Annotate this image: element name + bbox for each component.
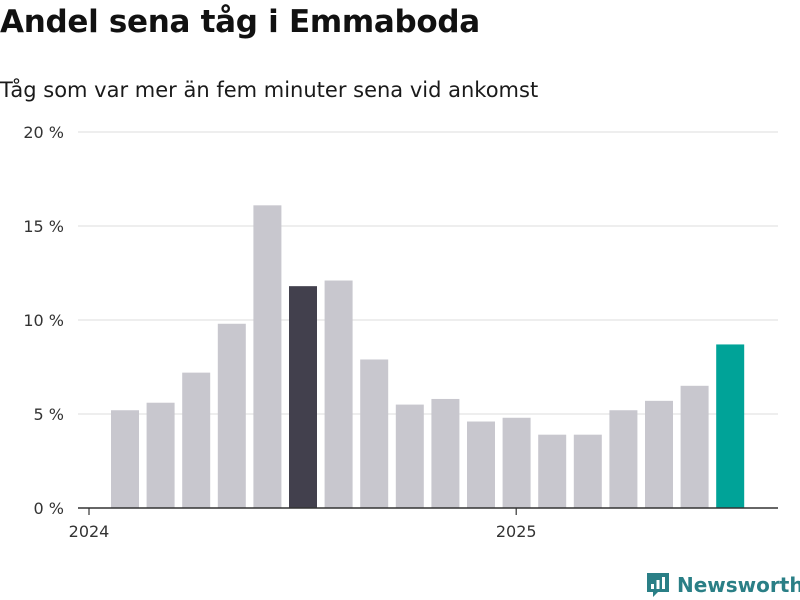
x-tick-label: 2024: [69, 522, 110, 541]
bar-2025-01: [538, 434, 567, 508]
bar-2025-06: [716, 344, 745, 508]
brand-name: Newsworthy: [677, 573, 800, 597]
newsworthy-logo-icon: [647, 573, 669, 597]
bar-2024-01: [111, 410, 139, 508]
y-tick-label: 10 %: [23, 311, 64, 330]
bar-chart: 0 % 5 % 10 % 15 % 20 % 2024 2025: [23, 123, 778, 541]
bars: [111, 205, 745, 508]
gridlines: [78, 131, 778, 415]
bar-2024-04: [217, 323, 246, 508]
bar-2025-05: [680, 385, 709, 508]
y-tick-label: 5 %: [34, 405, 64, 424]
brand-logo: Newsworthy: [645, 570, 800, 600]
chart-title: Andel sena tåg i Emmaboda: [0, 4, 480, 40]
bar-2025-04: [645, 400, 673, 508]
bar-2024-07: [324, 280, 353, 508]
y-tick-label: 0 %: [34, 499, 64, 518]
bar-2024-09: [395, 404, 424, 508]
x-tick-label: 2025: [496, 522, 537, 541]
bar-2024-03: [182, 372, 211, 508]
y-tick-label: 20 %: [23, 123, 64, 142]
bar-2025-02: [573, 434, 602, 508]
chart-subtitle: Tåg som var mer än fem minuter sena vid …: [0, 78, 539, 102]
bar-2024-06: [289, 286, 317, 508]
bar-2024-02: [146, 402, 175, 508]
bar-2024-11: [467, 421, 495, 508]
bar-2024-05: [253, 205, 282, 508]
y-tick-label: 15 %: [23, 217, 64, 236]
bar-2024-10: [431, 398, 460, 508]
bar-2024-08: [360, 359, 389, 508]
bar-2024-12: [502, 417, 531, 508]
x-axis: [78, 507, 778, 515]
bar-2025-03: [609, 410, 638, 508]
tick-labels: 0 % 5 % 10 % 15 % 20 % 2024 2025: [23, 123, 536, 541]
